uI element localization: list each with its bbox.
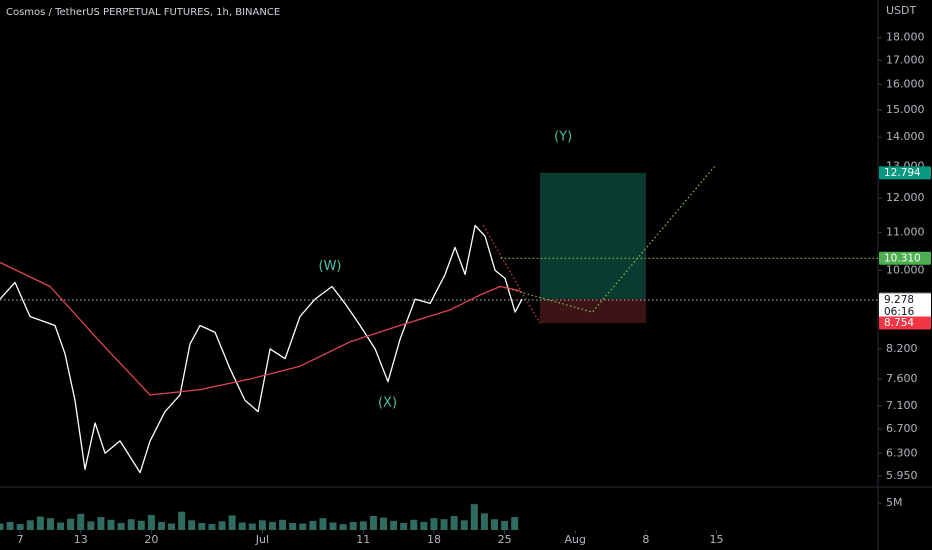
volume-bar	[147, 514, 155, 530]
volume-bar	[349, 521, 357, 530]
volume-bar	[117, 523, 125, 530]
dotted-line	[482, 225, 541, 324]
volume-tick-label: 5M	[886, 496, 903, 509]
y-tick-label: 11.000	[886, 226, 925, 239]
volume-bar	[501, 520, 509, 530]
price-label-bg	[879, 166, 931, 180]
volume-bar	[0, 523, 4, 530]
volume-bar	[329, 522, 337, 530]
price-label-bg	[879, 251, 931, 265]
wave-label: (X)	[378, 396, 397, 411]
volume-bar	[470, 504, 478, 530]
volume-bar	[359, 521, 367, 530]
x-tick-label: 18	[427, 533, 441, 546]
volume-bar	[279, 519, 287, 530]
price-label: 10.310	[884, 252, 921, 264]
y-tick-label: 10.000	[886, 263, 925, 276]
wave-label: (Y)	[554, 130, 572, 145]
y-tick-label: 18.000	[886, 31, 925, 44]
price-label: 8.754	[884, 317, 914, 329]
volume-bar	[450, 516, 458, 530]
price-label: 12.794	[884, 167, 921, 179]
chart-title: Cosmos / TetherUS PERPETUAL FUTURES, 1h,…	[6, 7, 280, 18]
volume-bar	[208, 524, 216, 530]
profit-zone	[539, 172, 646, 299]
countdown: 06:16	[884, 306, 915, 318]
x-tick-label: 25	[498, 533, 512, 546]
volume-bar	[460, 520, 468, 530]
volume-bar	[491, 519, 499, 530]
currency-label: USDT	[886, 4, 917, 17]
volume-bar	[67, 518, 75, 530]
volume-bar	[26, 520, 34, 530]
volume-bar	[87, 521, 95, 530]
volume-bar	[410, 519, 418, 530]
y-tick-label: 12.000	[886, 191, 925, 204]
volume-bar	[309, 520, 317, 530]
y-tick-label: 14.000	[886, 130, 925, 143]
volume-bar	[238, 522, 246, 530]
volume-bar	[430, 518, 438, 530]
volume-bar	[77, 513, 85, 530]
y-tick-label: 5.950	[886, 469, 918, 482]
y-tick-label: 8.200	[886, 342, 918, 355]
volume-bar	[379, 517, 387, 530]
volume-bar	[137, 520, 145, 530]
price-label: 9.278	[884, 294, 914, 306]
price-line	[0, 261, 521, 396]
volume-bar	[440, 519, 448, 530]
volume-bar	[511, 517, 519, 530]
x-tick-label: 8	[642, 533, 649, 546]
x-tick-label: 11	[356, 533, 370, 546]
volume-bar	[157, 521, 165, 530]
volume-bar	[339, 524, 347, 530]
volume-bar	[228, 515, 236, 530]
volume-bar	[369, 516, 377, 530]
volume-bar	[198, 523, 206, 530]
layers: 5.950 6.300 6.700 7.100 7.600 8.200 10.000 11.0…	[0, 31, 931, 546]
volume-bar	[107, 519, 115, 530]
volume-bar	[390, 520, 398, 530]
y-tick-label: 15.000	[886, 103, 925, 116]
x-tick-label: 13	[74, 533, 88, 546]
price-label-bg	[879, 293, 931, 320]
volume-bar	[6, 521, 14, 530]
x-tick-label: Jul	[255, 533, 269, 546]
y-tick-label: 6.300	[886, 446, 918, 459]
y-tick-label: 7.600	[886, 372, 918, 385]
volume-bar	[16, 524, 24, 530]
volume-bar	[400, 523, 408, 530]
x-tick-label: 20	[144, 533, 158, 546]
x-tick-label: 7	[17, 533, 24, 546]
volume-bar	[97, 517, 105, 530]
volume-bar	[36, 516, 44, 530]
price-line	[0, 224, 523, 474]
volume-bar	[188, 520, 196, 530]
volume-bar	[420, 521, 428, 530]
wave-label: (W)	[319, 259, 342, 274]
y-tick-label: 16.000	[886, 77, 925, 90]
volume-bar	[480, 513, 488, 530]
volume-bar	[46, 518, 54, 530]
volume-bar	[57, 522, 65, 530]
volume-bar	[289, 523, 297, 530]
y-tick-label: 6.700	[886, 422, 918, 435]
volume-bar	[299, 523, 307, 530]
y-tick-label: 7.100	[886, 399, 918, 412]
volume-bar	[168, 523, 176, 530]
x-tick-label: 15	[710, 533, 724, 546]
volume-bar	[248, 523, 256, 530]
y-tick-label: 17.000	[886, 53, 925, 66]
x-tick-label: Aug	[564, 533, 585, 546]
volume-bar	[319, 518, 327, 530]
volume-bar	[268, 521, 276, 530]
price-label-bg	[879, 316, 931, 330]
volume-bar	[178, 511, 186, 530]
volume-bar	[218, 521, 226, 530]
volume-bar	[258, 520, 266, 530]
volume-bar	[127, 519, 135, 530]
